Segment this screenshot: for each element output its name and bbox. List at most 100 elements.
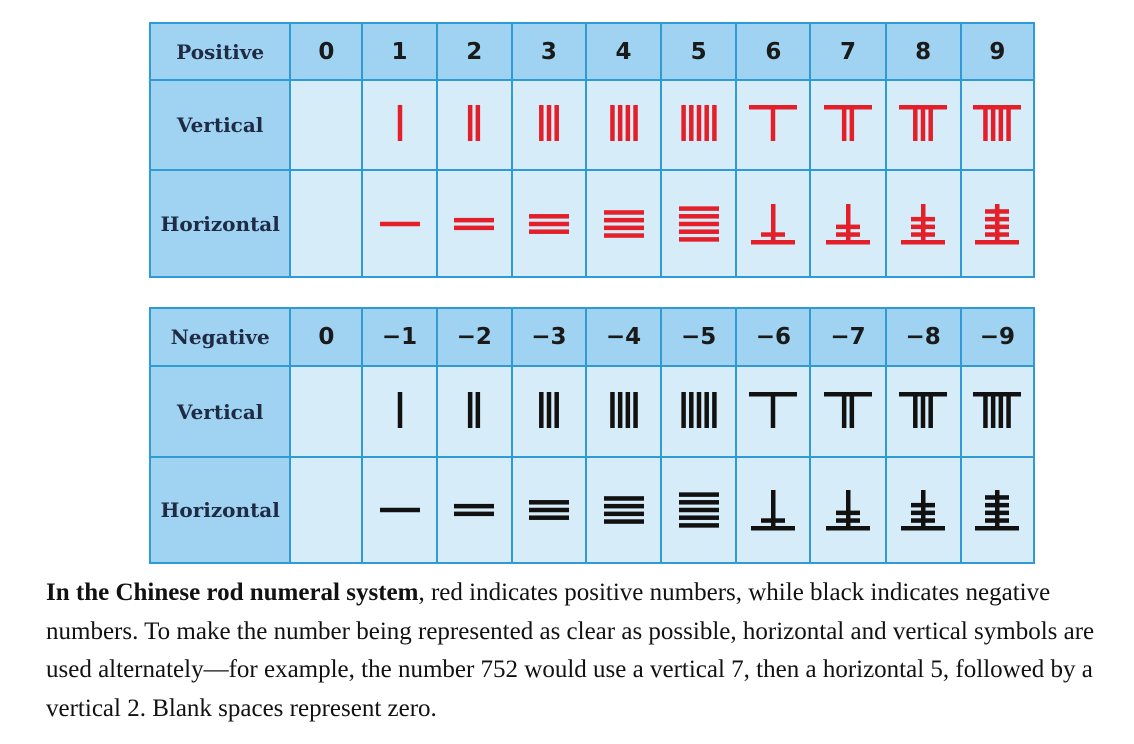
rod-numeral-vertical-neg-8	[899, 391, 948, 428]
rod-stroke	[995, 203, 1000, 244]
rod-numeral-vertical-neg-6	[749, 391, 798, 428]
rod-stroke	[528, 515, 569, 520]
rod-numeral-vertical-9	[973, 105, 1022, 141]
rod-stroke	[603, 496, 644, 501]
rod-stroke	[468, 391, 473, 428]
rod-stroke	[985, 510, 1010, 516]
rod-cell	[809, 456, 887, 564]
rod-stroke	[771, 203, 776, 244]
rod-stroke	[696, 391, 701, 428]
rod-stroke	[688, 105, 694, 141]
rod-stroke	[973, 391, 1022, 396]
rod-stroke	[696, 105, 701, 141]
rod-cell	[735, 79, 812, 171]
value-header: 7	[809, 22, 887, 81]
rod-stroke	[998, 391, 1004, 428]
rod-stroke	[554, 391, 559, 428]
row-label-vertical: Vertical	[148, 79, 292, 171]
rod-numeral-horizontal-6	[751, 203, 796, 244]
row-label-negative: Negative	[148, 307, 292, 367]
rod-stroke	[911, 502, 936, 508]
rod-numeral-vertical-neg-9	[973, 391, 1022, 428]
rod-stroke	[835, 231, 860, 237]
value-header: 5	[660, 22, 738, 81]
rod-stroke	[913, 391, 918, 428]
rod-stroke	[609, 391, 615, 428]
positive-rod-table: Positive 0 1 2 3 4 5 6 7 8 9 Vertical Ho…	[148, 22, 1036, 278]
rod-stroke	[825, 239, 870, 244]
rod-cell	[809, 79, 887, 171]
value-header: 0	[289, 22, 364, 81]
rod-numeral-horizontal-3	[528, 213, 569, 234]
rod-cell	[361, 169, 438, 278]
rod-cell	[361, 365, 438, 458]
value-header: 2	[435, 22, 513, 81]
rod-numeral-vertical-2	[468, 105, 481, 141]
rod-cell	[959, 169, 1036, 278]
value-header: −8	[884, 307, 962, 367]
rod-numeral-horizontal-neg-3	[528, 500, 569, 520]
rod-stroke	[603, 503, 644, 509]
rod-stroke	[998, 105, 1004, 141]
caption-bold-lead: In the Chinese rod numeral system	[46, 579, 419, 606]
horizontal-row: Horizontal	[148, 169, 1036, 278]
rod-numeral-horizontal-2	[454, 217, 495, 230]
rod-stroke	[678, 500, 719, 505]
rod-stroke	[975, 526, 1020, 531]
rod-stroke	[688, 391, 694, 428]
rod-cell	[584, 365, 663, 458]
rod-stroke	[704, 391, 709, 428]
rod-stroke	[921, 203, 926, 244]
rod-cell	[735, 169, 812, 278]
rod-stroke	[681, 391, 686, 428]
rod-cell	[809, 365, 887, 458]
value-header: 3	[510, 22, 587, 81]
rod-cell	[584, 456, 663, 564]
rod-stroke	[983, 105, 989, 141]
rod-stroke	[841, 105, 847, 141]
value-header: 9	[959, 22, 1036, 81]
value-header: −1	[361, 307, 438, 367]
rod-cell	[660, 456, 738, 564]
rod-stroke	[678, 205, 719, 211]
rod-stroke	[678, 523, 719, 528]
rod-stroke	[711, 391, 717, 428]
rod-stroke	[751, 526, 796, 531]
rod-stroke	[617, 391, 622, 428]
rod-stroke	[528, 507, 569, 513]
rod-numeral-horizontal-4	[603, 209, 644, 238]
rod-stroke	[835, 224, 860, 229]
zero-blank-cell	[289, 365, 364, 458]
rod-cell	[735, 456, 812, 564]
rod-stroke	[632, 105, 638, 141]
rod-numeral-horizontal-neg-6	[751, 490, 796, 531]
rod-numeral-vertical-neg-7	[823, 391, 872, 428]
rod-numeral-horizontal-7	[825, 203, 870, 244]
rod-stroke	[921, 490, 926, 531]
caption-paragraph: In the Chinese rod numeral system, red i…	[46, 574, 1121, 728]
rod-stroke	[678, 492, 719, 497]
rod-stroke	[985, 216, 1010, 221]
rod-stroke	[678, 221, 719, 226]
rod-stroke	[711, 105, 717, 141]
rod-numeral-horizontal-neg-7	[825, 490, 870, 531]
rod-stroke	[397, 391, 402, 428]
rod-cell	[435, 365, 513, 458]
rod-numeral-horizontal-neg-8	[901, 490, 946, 531]
value-header: −7	[809, 307, 887, 367]
rod-stroke	[681, 105, 686, 141]
rod-stroke	[625, 391, 630, 428]
rod-numeral-vertical-neg-5	[681, 391, 717, 428]
value-header: 0	[289, 307, 364, 367]
rod-stroke	[609, 105, 615, 141]
rod-cell	[510, 169, 587, 278]
rod-stroke	[603, 225, 644, 230]
rod-cell	[884, 456, 962, 564]
rod-numeral-horizontal-neg-4	[603, 496, 644, 524]
rod-stroke	[546, 105, 552, 141]
rod-stroke	[397, 105, 402, 141]
rod-cell	[435, 79, 513, 171]
rod-stroke	[913, 105, 918, 141]
rod-stroke	[985, 208, 1010, 214]
rod-stroke	[841, 391, 847, 428]
